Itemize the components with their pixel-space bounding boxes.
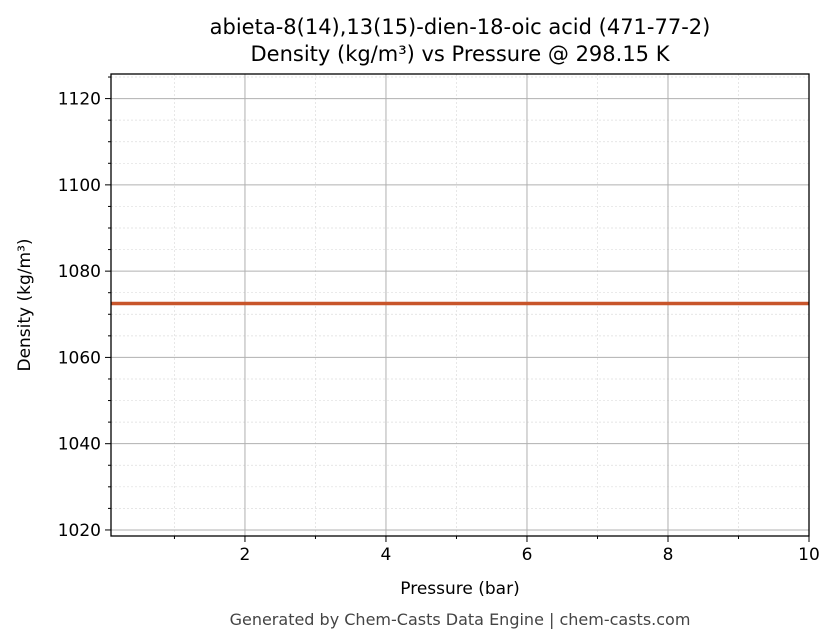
x-tick-label: 2 xyxy=(240,545,251,565)
plot-frame xyxy=(110,73,810,537)
x-tick-label: 6 xyxy=(522,545,533,565)
y-tick-label: 1120 xyxy=(58,90,101,110)
y-axis-label: Density (kg/m³) xyxy=(15,238,35,371)
y-tick-label: 1020 xyxy=(58,521,101,541)
x-tick-label: 8 xyxy=(663,545,674,565)
x-tick-label: 10 xyxy=(798,545,820,565)
x-tick-label: 4 xyxy=(381,545,392,565)
y-tick-label: 1080 xyxy=(58,262,101,282)
footer: Generated by Chem-Casts Data Engine | ch… xyxy=(230,610,691,629)
y-tick-label: 1040 xyxy=(58,435,101,455)
chart-subtitle: Density (kg/m³) vs Pressure @ 298.15 K xyxy=(250,42,670,66)
y-tick-label: 1060 xyxy=(58,348,101,368)
y-tick-label: 1100 xyxy=(58,176,101,196)
x-axis-label: Pressure (bar) xyxy=(400,579,519,599)
chart-title: abieta-8(14),13(15)-dien-18-oic acid (47… xyxy=(210,15,711,39)
